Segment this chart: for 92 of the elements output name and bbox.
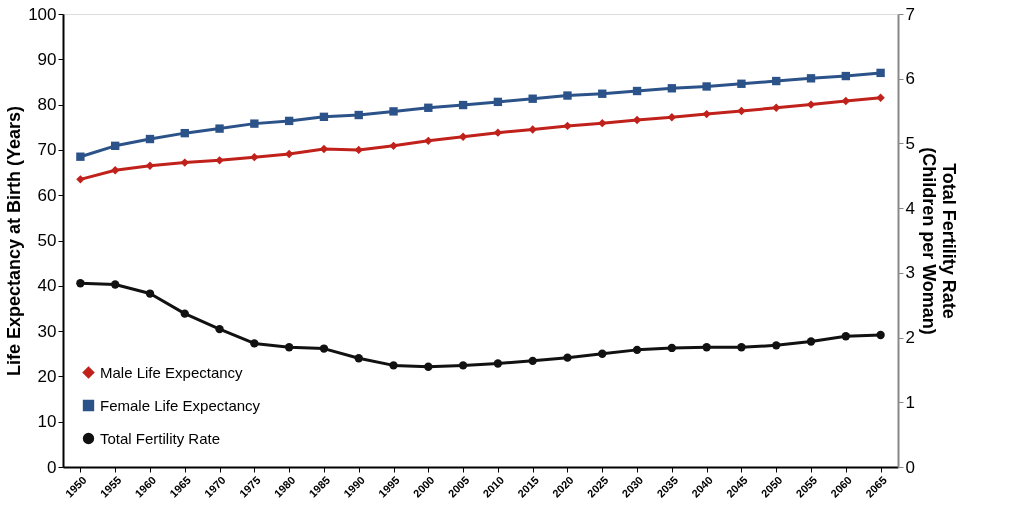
y-tick-label: 50 <box>37 231 57 250</box>
y-tick-label: 70 <box>37 140 57 160</box>
point <box>598 349 607 358</box>
point <box>876 93 885 102</box>
point <box>319 344 329 353</box>
point <box>563 91 572 100</box>
y2-tick-label: 4 <box>905 198 915 218</box>
point <box>598 118 607 128</box>
point <box>458 132 468 141</box>
point <box>389 107 398 116</box>
point <box>528 125 537 134</box>
point <box>354 145 363 155</box>
point <box>145 161 155 170</box>
point <box>111 141 120 151</box>
point <box>424 136 433 146</box>
point <box>76 279 85 288</box>
point <box>493 359 503 368</box>
point <box>632 345 642 355</box>
point <box>806 337 816 346</box>
y-tick-label: 100 <box>28 4 57 24</box>
point <box>667 343 677 353</box>
point <box>841 96 850 106</box>
y-tick-label: 80 <box>37 95 57 115</box>
legend-label: Female Life Expectancy <box>100 396 261 414</box>
point <box>876 330 885 340</box>
y-tick-label: 60 <box>37 185 57 205</box>
point <box>424 103 433 112</box>
point <box>493 97 503 107</box>
point <box>737 106 746 116</box>
point <box>319 112 329 122</box>
y-axis-title: Life Expectancy at Birth (Years) <box>4 105 25 377</box>
point <box>458 361 468 370</box>
point <box>563 121 572 131</box>
point <box>284 343 294 352</box>
point <box>702 82 711 91</box>
point <box>632 86 642 96</box>
point <box>215 324 224 334</box>
point <box>354 354 363 363</box>
point <box>528 356 537 366</box>
point <box>702 109 711 119</box>
y2-tick-label: 5 <box>905 133 915 153</box>
point <box>250 119 259 128</box>
y-tick-label: 10 <box>37 412 57 432</box>
y2-tick-label: 1 <box>905 392 915 412</box>
point <box>772 341 781 350</box>
y2-tick-label: 2 <box>905 328 915 348</box>
point <box>215 156 224 165</box>
point <box>806 74 816 83</box>
point <box>180 309 189 318</box>
point <box>458 100 468 110</box>
y2-tick-label: 0 <box>905 457 915 477</box>
point <box>250 152 259 162</box>
y-tick-label: 30 <box>37 321 57 341</box>
point <box>737 343 746 352</box>
point <box>876 68 885 78</box>
point <box>250 339 259 348</box>
point <box>806 100 816 109</box>
point <box>389 141 398 151</box>
point <box>180 128 189 138</box>
point <box>76 152 85 161</box>
y-tick-label: 0 <box>47 457 57 477</box>
y2-tick-label: 6 <box>905 69 915 89</box>
point <box>737 79 746 88</box>
point <box>424 362 433 371</box>
point <box>215 124 224 133</box>
y2-tick-label: 7 <box>905 4 915 24</box>
point <box>76 175 85 184</box>
point <box>841 71 850 81</box>
y2-axis-title: Total Fertility Rate (Children per Woman) <box>918 147 959 335</box>
y-tick-label: 90 <box>37 49 57 69</box>
point <box>145 289 155 298</box>
point <box>667 84 677 93</box>
point <box>772 103 781 112</box>
point <box>772 76 781 86</box>
point <box>389 361 398 370</box>
legend-label: Total Fertility Rate <box>100 429 221 447</box>
y-tick-label: 40 <box>37 276 57 296</box>
y-tick-label: 20 <box>37 366 57 386</box>
point <box>284 116 294 126</box>
point <box>841 332 850 341</box>
point <box>111 166 120 175</box>
point <box>145 134 155 144</box>
y2-tick-label: 3 <box>905 263 915 283</box>
point <box>598 89 607 98</box>
point <box>702 343 711 352</box>
point <box>528 94 537 103</box>
point <box>493 128 503 137</box>
point <box>111 280 120 289</box>
point <box>563 353 572 362</box>
point <box>354 110 363 120</box>
legend-label: Male Life Expectancy <box>100 363 244 381</box>
point <box>180 158 189 167</box>
